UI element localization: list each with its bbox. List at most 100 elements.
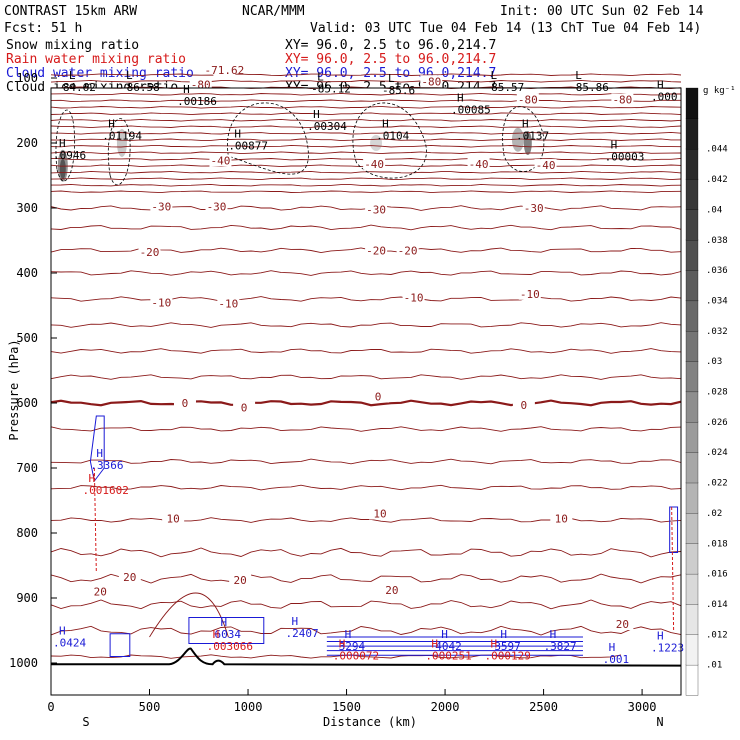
extremum-value: .00085 <box>451 104 491 117</box>
snow-shade-blob <box>116 129 127 157</box>
contour-label-bg <box>205 200 228 213</box>
extremum-marker: H <box>96 447 103 460</box>
contour-label: 20 <box>385 584 398 597</box>
snow-shade-blob <box>59 159 66 179</box>
temperature-contour <box>50 599 682 610</box>
temperature-contour <box>50 484 682 491</box>
contour-label-bg <box>380 584 403 597</box>
temperature-contour <box>149 592 229 638</box>
temperature-contour <box>50 270 682 276</box>
contour-label: -30 <box>151 201 171 214</box>
field-label-cloud-water: Cloud water mixing ratio <box>6 66 194 81</box>
model-title: CONTRAST 15km ARW <box>4 4 137 19</box>
extremum-marker: H <box>339 638 346 651</box>
contour-label: -80 <box>191 79 211 92</box>
extremum-value: -86.58 <box>120 81 160 94</box>
contour-label: -30 <box>524 202 544 215</box>
temperature-contour <box>50 654 622 659</box>
colorbar-ticks: .01 .012 .014 .016 .018 .02 .022 .024 .026 .028 .0… <box>706 145 728 671</box>
colorbar-cell <box>685 573 699 605</box>
cloud-water-contour <box>109 633 131 657</box>
extrema-labels: L84.62L-86.58L-85.12L-85.6L-85.57L-85.86… <box>53 69 684 666</box>
y-tick-label: 300 <box>16 201 38 215</box>
temperature-contour <box>50 105 682 109</box>
organization: NCAR/MMM <box>242 4 305 19</box>
contour-label: -30 <box>366 203 386 216</box>
colorbar-cell <box>685 391 699 423</box>
extremum-marker: H <box>441 628 448 641</box>
contour-label: -80 <box>421 75 441 88</box>
contour-label-bg <box>420 75 443 88</box>
colorbar-cell <box>685 269 699 302</box>
field-xy-rain: XY= 96.0, 2.5 to 96.0,214.7 <box>285 52 496 67</box>
colorbar-tick-label: .014 <box>706 600 728 610</box>
temperature-contour <box>50 151 682 155</box>
contour-label: -10 <box>404 292 424 305</box>
rain-contours <box>93 467 675 631</box>
extremum-value: .001602 <box>83 484 129 497</box>
cloud-water-contours <box>89 415 679 657</box>
y-tick-label: 800 <box>16 526 38 540</box>
extremum-marker: H <box>59 625 66 638</box>
contour-label: -40 <box>211 155 231 168</box>
extremum-value: 3597 <box>494 640 521 653</box>
temperature-contour <box>50 547 682 558</box>
contour-label: -40 <box>536 159 556 172</box>
contour-label-bg <box>611 93 634 106</box>
extremum-marker: H <box>59 137 66 150</box>
temperature-contour <box>50 458 682 465</box>
cloud-ice-contour <box>107 118 131 186</box>
contour-label-bg <box>518 287 541 300</box>
temperature-contour <box>50 92 682 96</box>
temperature-contour <box>50 170 682 174</box>
temperature-contour <box>50 348 682 354</box>
rain-contour <box>93 467 97 573</box>
extremum-marker: H <box>457 92 464 105</box>
temperature-contour-labels: -80 -80 -80 -80 -71.62 -40 -40 -40 -40 -30 -30 -30 -… <box>89 64 634 631</box>
contour-label-bg <box>402 291 425 304</box>
contour-label: -40 <box>469 158 489 171</box>
colorbar-cells <box>685 87 699 696</box>
cloud-ice-contours <box>55 102 545 186</box>
extremum-value: .01194 <box>102 130 142 143</box>
temperature-contour <box>50 73 682 77</box>
extremum-marker: H <box>657 630 664 643</box>
extremum-marker: H <box>500 628 507 641</box>
colorbar-tick-label: .044 <box>706 145 728 155</box>
colorbar-cell <box>685 148 699 180</box>
field-xy-cloud-water: XY= 96.0, 2.5 to 96.0,214.7 <box>285 66 496 81</box>
temperature-contour <box>50 125 682 129</box>
contour-label: -10 <box>218 298 238 311</box>
y-tick-label: 100 <box>16 71 38 85</box>
cloud-ice-contour <box>227 102 309 175</box>
valid-time: Valid: 03 UTC Tue 04 Feb 14 (13 ChT Tue … <box>310 21 701 36</box>
extremum-value: 6034 <box>215 628 242 641</box>
contour-label: 0 <box>182 397 189 410</box>
extremum-marker: H <box>611 138 618 151</box>
colorbar-tick-label: .01 <box>706 661 722 671</box>
temperature-contour <box>50 374 682 380</box>
contour-label: 0 <box>375 391 382 404</box>
contour-label-bg <box>150 200 173 213</box>
temperature-contour <box>50 322 682 328</box>
temperature-contour <box>50 138 681 142</box>
field-label-rain: Rain water mixing ratio <box>6 52 186 67</box>
contour-label-bg <box>365 244 388 257</box>
colorbar-tick-label: .026 <box>706 418 728 428</box>
extremum-value: .3827 <box>544 640 577 653</box>
extremum-marker: L <box>69 69 76 82</box>
extremum-value: 4042 <box>435 640 462 653</box>
contour-label-bg <box>89 585 112 598</box>
contour-label-bg <box>522 202 545 214</box>
snow-shade-blob <box>523 131 532 155</box>
contour-label: -40 <box>364 158 384 171</box>
extremum-value: -85.6 <box>382 84 415 97</box>
plot-background <box>51 88 681 695</box>
contour-label-bg <box>396 244 419 257</box>
colorbar-tick-label: .028 <box>706 388 728 398</box>
x-tick-label: 1000 <box>234 700 263 714</box>
extremum-value: -85.86 <box>569 81 609 94</box>
y-tick-label: 200 <box>16 136 38 150</box>
contour-label: -20 <box>140 246 160 259</box>
y-tick-label: 700 <box>16 461 38 475</box>
